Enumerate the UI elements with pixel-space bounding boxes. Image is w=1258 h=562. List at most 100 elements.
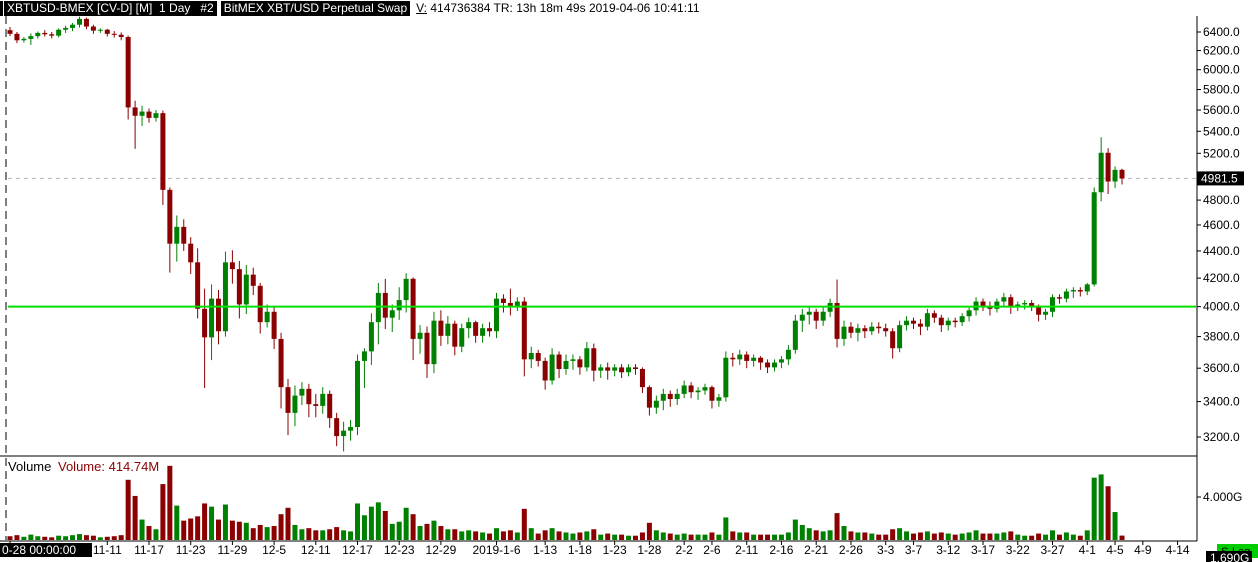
volume-bar — [542, 530, 548, 540]
price-tick-label: 6200.0 — [1203, 44, 1240, 58]
volume-bar — [382, 510, 388, 540]
candle-body — [382, 292, 388, 318]
time-tick-label: 1-23 — [603, 543, 627, 557]
candle-body — [695, 390, 701, 393]
candle-body — [500, 298, 506, 303]
volume-bar — [612, 534, 618, 540]
candle-body — [730, 357, 736, 360]
volume-bar — [236, 521, 242, 540]
volume-bar — [674, 534, 680, 540]
volume-bar — [285, 507, 291, 540]
time-tick-label: 3-17 — [971, 543, 995, 557]
volume-bar — [702, 534, 708, 540]
candle-body — [917, 323, 923, 327]
candle-body — [542, 360, 548, 381]
volume-bar — [646, 522, 652, 540]
volume-axis[interactable]: 4.000G — [1197, 490, 1242, 504]
candle-body — [1070, 290, 1076, 292]
volume-bar — [758, 534, 764, 540]
price-tick-label: 4400.0 — [1203, 244, 1240, 258]
volume-bar — [1084, 530, 1090, 540]
candle-body — [1112, 169, 1118, 182]
volume-bar — [938, 532, 944, 540]
volume-bar — [563, 532, 569, 540]
volume-bar — [438, 526, 444, 540]
volume-bar — [514, 532, 520, 540]
candle-body — [341, 430, 347, 437]
candle-body — [334, 418, 340, 437]
price-tick-label: 5800.0 — [1203, 83, 1240, 97]
volume-bar — [49, 537, 55, 540]
candle-body — [855, 328, 861, 333]
candle-body — [216, 298, 221, 332]
candle-body — [473, 322, 479, 336]
time-tick-label: 1-13 — [533, 543, 557, 557]
candle-body — [174, 226, 180, 244]
volume-bar — [222, 504, 228, 540]
volume-series — [7, 465, 1125, 540]
volume-bar — [890, 529, 896, 540]
volume-bar — [174, 505, 180, 540]
candle-body — [980, 301, 986, 306]
volume-bar — [716, 534, 722, 540]
candle-body — [911, 320, 916, 324]
volume-bar — [487, 533, 493, 540]
candle-body — [1001, 297, 1007, 302]
volume-bar — [1050, 530, 1055, 540]
time-tick-label: 2-11 — [735, 543, 758, 557]
candle-body — [167, 189, 173, 244]
volume-bar — [278, 514, 284, 540]
candle-body — [313, 404, 319, 406]
volume-bar — [35, 536, 41, 540]
candle-body — [765, 362, 771, 368]
candle-body — [1119, 169, 1125, 179]
candle-body — [243, 274, 249, 305]
volume-bar — [83, 535, 89, 540]
candle-body — [139, 111, 145, 116]
volume-bar — [1043, 534, 1049, 540]
chart-title-bar: XBTUSD-BMEX [CV-D] [M] 1 Day #2 BitMEX X… — [0, 0, 1258, 16]
time-axis[interactable]: 0-28 00:00:00 11-11 11-17 11-23 11-29 12-5 12-… — [0, 541, 1190, 557]
candle-body — [396, 300, 402, 311]
volume-bar — [42, 536, 48, 540]
candle-body — [952, 320, 958, 323]
volume-bar — [688, 534, 694, 540]
volume-bar — [535, 533, 541, 540]
volume-bar — [368, 506, 374, 540]
price-axis[interactable]: 6400.0 6200.0 6000.0 5800.0 5600.0 5400.0 5200… — [1197, 25, 1240, 444]
volume-bar — [778, 534, 784, 540]
volume-bar — [77, 534, 82, 540]
volume-bar — [598, 534, 604, 540]
time-tick-label: 0-28 00:00:00 — [2, 543, 76, 557]
candle-body — [181, 226, 187, 244]
candle-body — [584, 348, 590, 368]
time-tick-label: 4-9 — [1134, 543, 1152, 557]
volume-bar — [132, 495, 138, 540]
candle-body — [931, 313, 937, 318]
volume-bar — [1029, 535, 1035, 540]
time-tick-label: 1-28 — [637, 543, 661, 557]
candle-body — [132, 107, 138, 116]
volume-bar — [1063, 532, 1069, 540]
candle-body — [445, 323, 451, 336]
volume-bar — [799, 524, 805, 540]
candle-body — [778, 359, 784, 363]
candle-body — [222, 262, 228, 332]
time-tick-label: 12-23 — [384, 543, 415, 557]
candle-body — [494, 298, 499, 332]
time-tick-label: 12-5 — [262, 543, 286, 557]
volume-bar — [772, 534, 777, 540]
volume-bar — [945, 533, 951, 540]
candle-body — [626, 367, 632, 373]
time-tick-label: 4-14 — [1166, 543, 1190, 557]
volume-bar — [111, 536, 117, 540]
candle-body — [1077, 290, 1083, 292]
candle-body — [146, 111, 152, 118]
candle-body — [49, 34, 55, 36]
volume-bar — [765, 534, 771, 540]
volume-bar — [313, 530, 319, 540]
volume-bar — [549, 528, 555, 540]
volume-bar — [355, 503, 360, 540]
volume-bar — [1070, 534, 1076, 540]
